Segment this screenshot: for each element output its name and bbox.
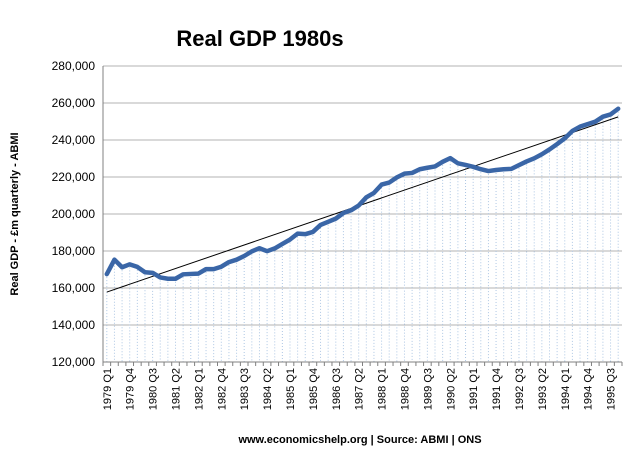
x-tick-label: 1986 Q3: [331, 368, 343, 410]
x-tick-label: 1983 Q3: [239, 368, 251, 410]
chart-title: Real GDP 1980s: [176, 26, 343, 51]
source-note: www.economicshelp.org | Source: ABMI | O…: [237, 434, 481, 446]
grid: [103, 65, 622, 326]
x-tick-label: 1980 Q3: [148, 368, 160, 410]
x-tick-label: 1982 Q4: [216, 368, 228, 410]
x-tick-label: 1981 Q2: [171, 368, 183, 410]
y-tick-label: 280,000: [52, 59, 96, 73]
axes: [102, 66, 623, 366]
x-tick-labels: 1979 Q1 1979 Q4 1980 Q3 1981 Q2 1982 Q1 1982 …: [102, 368, 618, 410]
y-tick-label: 180,000: [52, 244, 96, 258]
series-line: [104, 106, 621, 281]
y-tick-label: 240,000: [52, 133, 96, 147]
x-tick-label: 1979 Q4: [125, 368, 137, 410]
x-tick-label: 1994 Q4: [583, 368, 595, 410]
drop-lines: [106, 108, 619, 362]
y-tick-label: 140,000: [52, 318, 96, 332]
y-axis-label: Real GDP - £m quarterly - ABMI: [9, 132, 21, 295]
y-tick-label: 120,000: [52, 355, 96, 369]
x-tick-label: 1988 Q4: [399, 368, 411, 410]
x-tick-label: 1988 Q1: [377, 368, 389, 410]
series-layer: [104, 106, 621, 281]
x-tick-label: 1987 Q2: [354, 368, 366, 410]
y-tick-label: 160,000: [52, 281, 96, 295]
x-tick-label: 1979 Q1: [102, 368, 114, 410]
x-tick-label: 1982 Q1: [193, 368, 205, 410]
x-tick-label: 1985 Q4: [308, 368, 320, 410]
x-tick-label: 1990 Q2: [445, 368, 457, 410]
x-tick-label: 1991 Q1: [468, 368, 480, 410]
x-tick-label: 1984 Q2: [262, 368, 274, 410]
x-tick-label: 1989 Q3: [422, 368, 434, 410]
x-tick-label: 1991 Q4: [491, 368, 503, 410]
x-tick-label: 1995 Q3: [606, 368, 618, 410]
y-tick-labels: 120,000 140,000 160,000 180,000 200,000 220,0…: [52, 59, 96, 369]
y-tick-label: 260,000: [52, 96, 96, 110]
x-tick-label: 1985 Q1: [285, 368, 297, 410]
y-tick-label: 200,000: [52, 207, 96, 221]
y-tick-label: 220,000: [52, 170, 96, 184]
x-tick-label: 1993 Q2: [537, 368, 549, 410]
x-tick-label: 1994 Q1: [560, 368, 572, 410]
x-tick-label: 1992 Q3: [514, 368, 526, 410]
